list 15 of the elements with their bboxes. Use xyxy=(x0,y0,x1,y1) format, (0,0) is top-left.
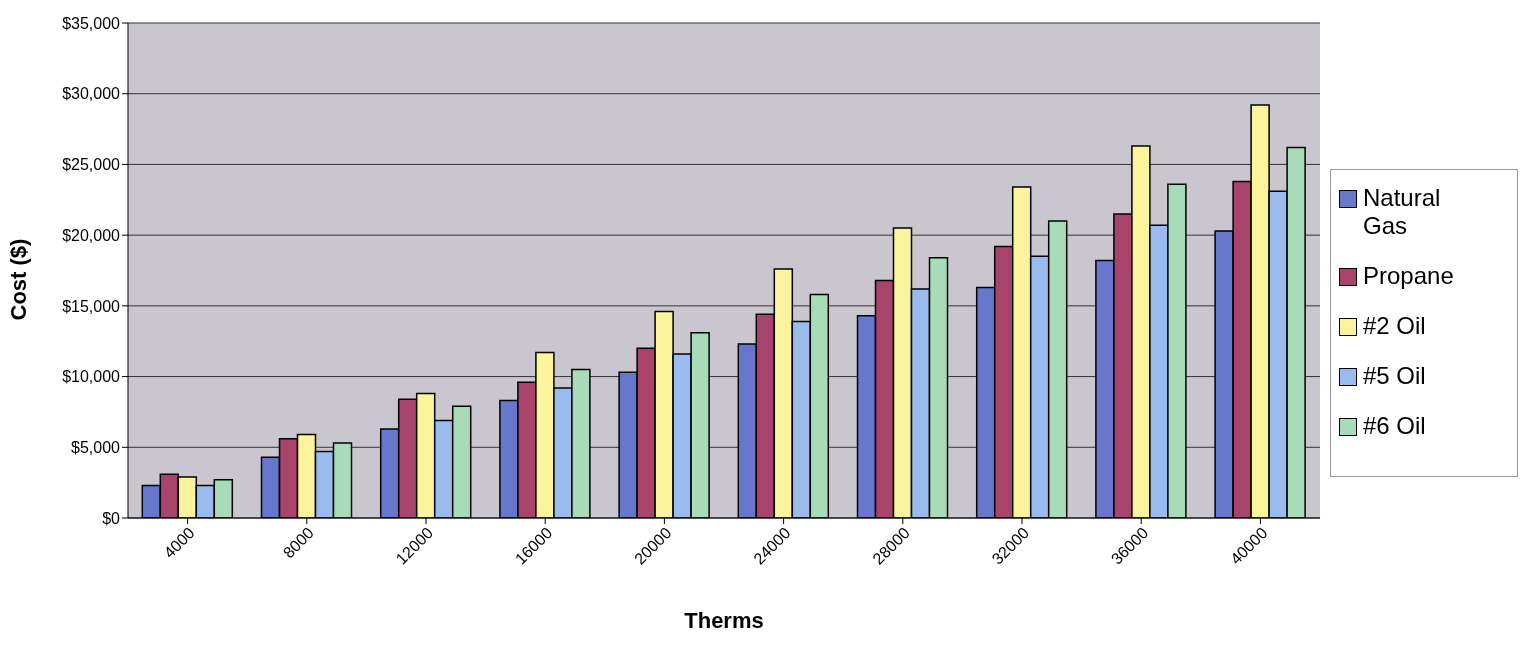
legend-label: Natural Gas xyxy=(1363,184,1442,240)
y-tick-label: $0 xyxy=(102,509,121,527)
y-tick-label: $35,000 xyxy=(62,14,121,32)
x-axis-title: Therms xyxy=(684,608,764,633)
legend-label: #6 Oil xyxy=(1363,412,1427,440)
y-tick-label: $10,000 xyxy=(62,368,121,386)
legend-label: Propane xyxy=(1363,262,1455,290)
legend-label: #5 Oil xyxy=(1363,362,1427,390)
legend-label: #2 Oil xyxy=(1363,312,1427,340)
y-tick-label: $25,000 xyxy=(62,156,121,174)
y-tick-label: $5,000 xyxy=(71,438,121,456)
y-tick-label: $20,000 xyxy=(62,226,121,244)
y-axis-title: Cost ($) xyxy=(5,238,31,321)
y-tick-label: $30,000 xyxy=(62,85,121,103)
y-tick-label: $15,000 xyxy=(62,297,121,315)
